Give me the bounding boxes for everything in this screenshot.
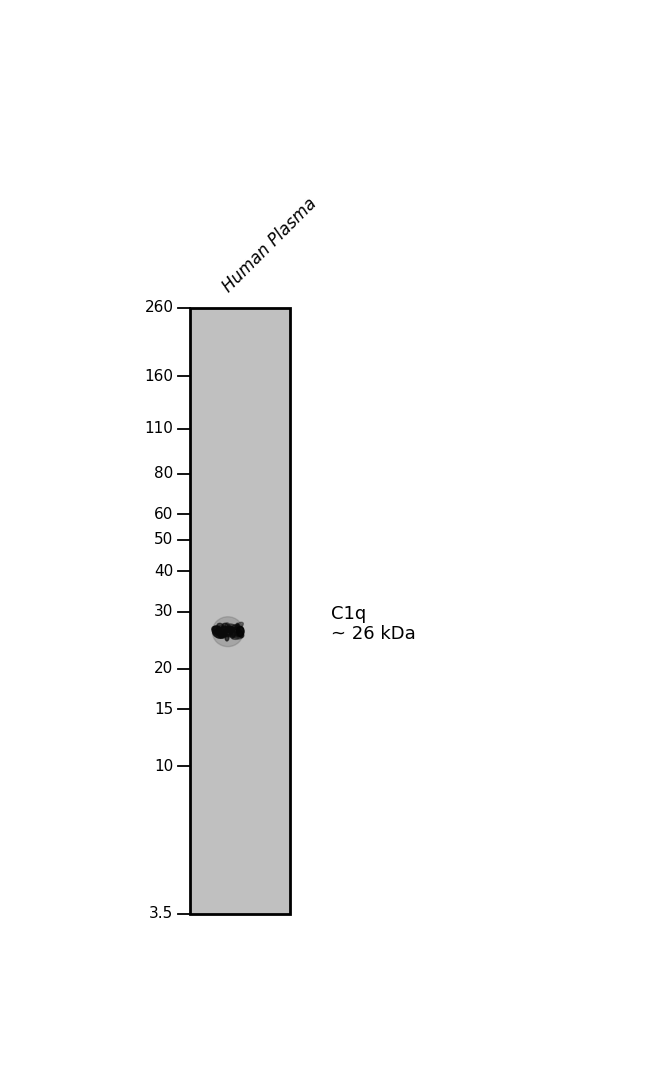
Text: 20: 20 [154,661,174,676]
Ellipse shape [222,623,227,627]
Ellipse shape [227,628,233,633]
Ellipse shape [227,626,231,630]
Ellipse shape [223,630,233,635]
Ellipse shape [213,617,243,647]
Text: 260: 260 [144,301,174,316]
Ellipse shape [222,633,227,635]
Ellipse shape [217,625,222,632]
Ellipse shape [229,634,239,638]
Text: 10: 10 [154,759,174,774]
Ellipse shape [213,626,221,634]
Text: 110: 110 [144,421,174,437]
Ellipse shape [237,626,244,636]
Ellipse shape [229,626,233,633]
Text: 80: 80 [154,466,174,481]
Ellipse shape [225,634,229,641]
Text: 15: 15 [154,702,174,717]
Ellipse shape [217,623,224,628]
Ellipse shape [236,623,239,630]
Ellipse shape [218,631,226,635]
Ellipse shape [216,630,225,636]
Ellipse shape [237,624,240,630]
Text: ~ 26 kDa: ~ 26 kDa [331,625,415,644]
Text: 40: 40 [154,564,174,579]
Text: 60: 60 [154,507,174,522]
Text: 3.5: 3.5 [150,907,174,922]
Ellipse shape [220,632,227,638]
Text: 50: 50 [154,533,174,548]
Bar [190,308,291,914]
Ellipse shape [232,636,242,639]
Ellipse shape [222,633,225,638]
Ellipse shape [222,627,229,633]
Ellipse shape [218,633,224,638]
Text: C1q: C1q [331,606,366,623]
Ellipse shape [231,624,237,631]
Ellipse shape [220,626,227,633]
Ellipse shape [212,626,221,635]
Ellipse shape [216,626,240,637]
Ellipse shape [228,624,236,628]
Ellipse shape [213,630,224,638]
Ellipse shape [233,628,244,637]
Ellipse shape [230,630,235,638]
Text: Human Plasma: Human Plasma [219,194,320,295]
Ellipse shape [216,627,222,634]
Ellipse shape [235,622,243,630]
Ellipse shape [225,623,229,631]
Text: 160: 160 [144,369,174,384]
Text: 30: 30 [154,604,174,619]
